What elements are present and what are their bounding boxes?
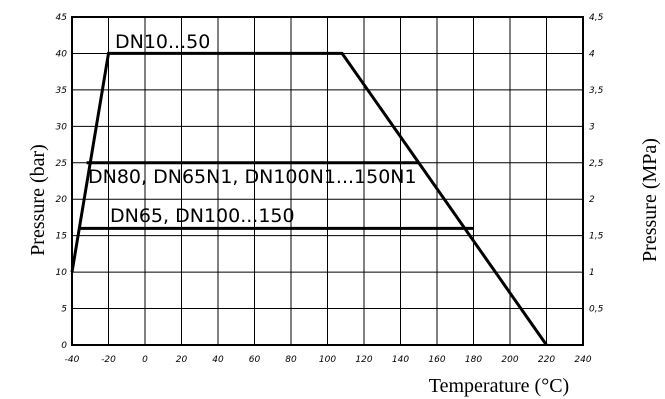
x-tick-label: 140	[392, 355, 409, 365]
y2-tick-label: 2	[589, 195, 595, 205]
series-label: DN65, DN100...150	[110, 205, 295, 227]
y2-tick-label: 3,5	[589, 86, 604, 96]
y2-tick-label: 4,5	[589, 13, 604, 23]
y-axis-ticks: 0 5 10 15 20 25 30 35 40 45	[56, 13, 68, 351]
x-tick-label: 60	[249, 355, 261, 365]
x-tick-label: 0	[142, 355, 148, 365]
y-tick-label: 45	[56, 13, 68, 23]
y2-tick-label: 3	[589, 122, 595, 132]
y2-axis-title: Pressure (MPa)	[639, 138, 661, 262]
series-lines	[70, 51, 548, 346]
x-tick-label: 220	[538, 355, 555, 365]
y2-tick-label: 1	[589, 268, 595, 278]
y2-tick-label: 1,5	[589, 232, 604, 242]
y2-axis-ticks: 0,5 1 1,5 2 2,5 3 3,5 4 4,5	[589, 13, 604, 315]
plot-frame	[71, 16, 584, 346]
x-tick-label: 200	[501, 355, 518, 365]
x-tick-label: 100	[319, 355, 336, 365]
y-tick-label: 40	[56, 49, 68, 59]
y-tick-label: 35	[56, 86, 68, 96]
series-labels: DN10...50 DN80, DN65N1, DN100N1...150N1 DN…	[88, 31, 417, 227]
y-tick-label: 25	[56, 159, 68, 169]
y-tick-label: 30	[56, 122, 68, 132]
x-tick-label: 240	[574, 355, 591, 365]
series-label: DN10...50	[115, 31, 210, 53]
x-tick-label: 120	[355, 355, 372, 365]
x-tick-label: 80	[285, 355, 297, 365]
x-tick-label: 180	[465, 355, 482, 365]
x-axis-title: Temperature (°C)	[429, 375, 569, 397]
y-tick-label: 0	[61, 341, 67, 351]
y2-tick-label: 2,5	[589, 159, 604, 169]
series-label: DN80, DN65N1, DN100N1...150N1	[88, 166, 417, 188]
y2-tick-label: 0,5	[589, 305, 604, 315]
y-tick-label: 10	[56, 268, 68, 278]
x-tick-label: -20	[101, 355, 116, 365]
x-tick-label: 20	[176, 355, 188, 365]
x-tick-label: 40	[212, 355, 224, 365]
x-tick-label: 160	[428, 355, 445, 365]
y-tick-label: 5	[61, 305, 67, 315]
y-tick-label: 15	[56, 232, 68, 242]
x-axis-ticks: -40 -20 0 20 40 60 80 100 120 140 160 180 200 220 240	[65, 355, 592, 365]
y-tick-label: 20	[56, 195, 68, 205]
x-tick-label: -40	[65, 355, 80, 365]
y-axis-title: Pressure (bar)	[27, 144, 49, 256]
y2-tick-label: 4	[589, 49, 595, 59]
